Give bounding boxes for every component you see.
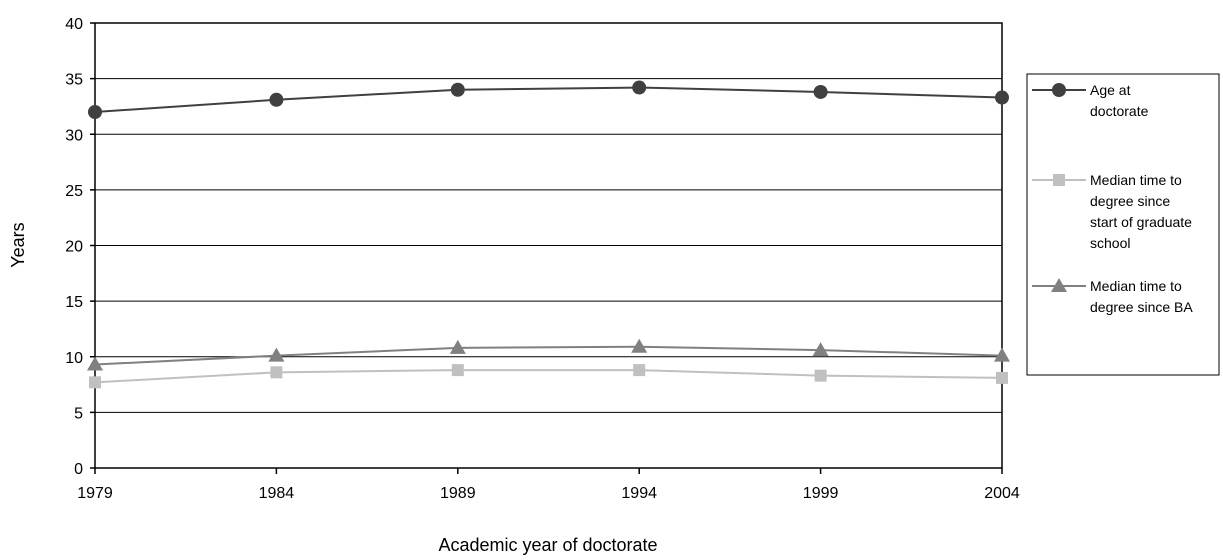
y-tick-label: 35 [65,72,83,89]
data-point [633,364,646,377]
x-tick-label: 1999 [803,485,839,502]
data-point [449,339,466,354]
legend-entry-2: Median time to degree since BA [1032,278,1193,315]
legend-label: Median time to [1090,278,1182,294]
series-line [94,369,1003,384]
legend-marker [1052,83,1066,97]
legend-marker [1051,278,1067,292]
x-tick-label: 1984 [259,485,295,502]
legend: Age at doctorate Median time to degree sinc… [1026,73,1220,376]
data-point [994,347,1010,362]
legend-label: Median time to [1090,172,1182,188]
legend-label: Age at [1090,82,1131,98]
series-1 [89,364,1008,389]
data-point [995,90,1009,105]
data-point [269,92,284,107]
data-point [87,356,103,371]
legend-label: doctorate [1090,103,1149,119]
data-point [631,338,648,353]
y-tick-label: 40 [65,16,83,33]
y-tick-label: 10 [65,350,83,367]
series-0 [88,80,1009,119]
x-axis-title: Academic year of doctorate [438,535,657,555]
legend-label: degree since BA [1090,299,1193,315]
y-tick-label: 15 [65,294,83,311]
legend-entry-1: Median time to degree since start of gradu… [1032,172,1192,251]
series-layer [87,80,1010,389]
x-tick-label: 1979 [77,485,113,502]
series-line [94,86,1003,113]
x-axis-ticks: 1979 1984 1989 1994 1999 2004 [77,468,1020,502]
y-tick-label: 5 [74,405,83,422]
data-point [451,364,464,377]
legend-label: degree since [1090,193,1170,209]
legend-label: school [1090,235,1130,251]
data-point [89,376,101,389]
data-point [450,82,465,97]
y-tick-label: 30 [65,127,83,144]
x-tick-label: 1989 [440,485,476,502]
y-tick-label: 25 [65,183,83,200]
data-point [632,80,647,95]
y-axis-ticks: 0 5 10 15 20 25 30 35 40 [65,16,95,478]
series-line [94,345,1003,366]
gridlines [95,78,1002,413]
legend-label: start of graduate [1090,214,1192,230]
data-point [88,105,102,119]
data-point [268,347,285,362]
x-tick-label: 2004 [984,485,1020,502]
x-tick-label: 1994 [621,485,657,502]
y-axis-title: Years [8,222,28,267]
data-point [996,371,1008,384]
data-point [270,366,283,379]
legend-marker [1053,174,1065,186]
data-point [812,342,829,357]
y-tick-label: 20 [65,239,83,256]
data-point [813,84,828,99]
legend-box [1026,73,1220,376]
series-2 [87,338,1010,371]
legend-entry-0: Age at doctorate [1032,82,1149,119]
data-point [814,369,827,382]
y-tick-label: 0 [74,461,83,478]
